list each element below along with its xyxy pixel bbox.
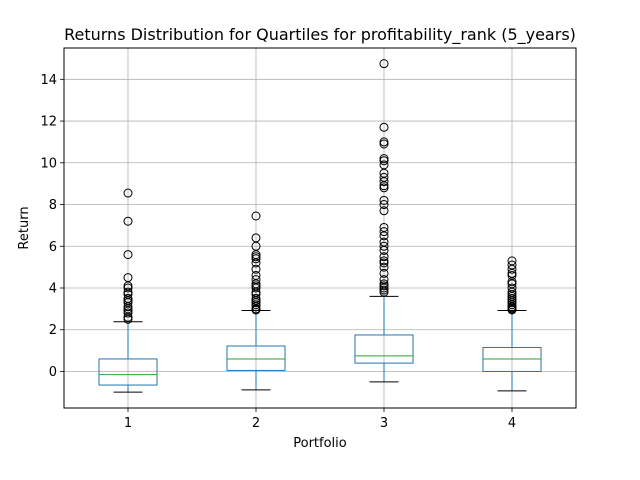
outlier-point (379, 156, 389, 166)
outlier-point (379, 268, 389, 278)
outlier-point (379, 160, 389, 170)
outlier-point (379, 137, 389, 147)
outlier-point (379, 172, 389, 182)
outlier-point (379, 237, 389, 247)
outlier-point (123, 283, 133, 293)
outlier-point (379, 59, 389, 69)
plot-area-frame (63, 47, 577, 409)
outlier-point (379, 139, 389, 149)
outlier-point (251, 252, 261, 262)
outlier-point (379, 154, 389, 164)
outlier-point (379, 200, 389, 210)
outlier-point (379, 275, 389, 285)
y-tick-label: 12 (40, 115, 57, 130)
box-group-3 (354, 59, 414, 383)
y-tick-label: 4 (49, 282, 57, 297)
outlier-point (123, 293, 133, 303)
y-tick-label: 2 (49, 323, 57, 338)
outlier-point (379, 222, 389, 232)
outlier-point (123, 287, 133, 297)
outlier-point (379, 195, 389, 205)
outlier-point (123, 308, 133, 318)
outlier-point (379, 241, 389, 251)
outlier-point (379, 183, 389, 193)
outlier-point (507, 289, 517, 299)
y-tick-label: 14 (40, 73, 57, 88)
outlier-point (507, 270, 517, 280)
outlier-point (379, 258, 389, 268)
x-tick-label: 3 (380, 416, 388, 431)
outlier-point (379, 206, 389, 216)
outlier-point (507, 293, 517, 303)
x-tick-label: 1 (124, 416, 132, 431)
outlier-point (379, 285, 389, 295)
outlier-point (123, 216, 133, 226)
outlier-point (507, 260, 517, 270)
outlier-point (251, 233, 261, 243)
x-axis-label: Portfolio (293, 436, 347, 451)
outlier-point (251, 281, 261, 291)
box-group-2 (226, 211, 286, 391)
outlier-point (251, 254, 261, 264)
y-tick-label: 0 (49, 365, 57, 380)
outlier-point (379, 262, 389, 272)
outlier-point (379, 252, 389, 262)
box-group-1 (98, 188, 158, 393)
y-tick-label: 6 (49, 240, 57, 255)
box-iqr (226, 345, 286, 371)
outlier-point (251, 293, 261, 303)
box-group-4 (482, 256, 542, 392)
x-tick-label: 2 (252, 416, 260, 431)
outlier-point (507, 283, 517, 293)
outlier-point (379, 227, 389, 237)
outlier-point (379, 256, 389, 266)
y-tick-label: 8 (49, 198, 57, 213)
outlier-point (251, 264, 261, 274)
outlier-point (123, 188, 133, 198)
box-iqr (354, 334, 414, 364)
outlier-point (507, 256, 517, 266)
y-tick-label: 10 (40, 156, 57, 171)
y-axis-label: Return (17, 206, 32, 249)
x-tick-label: 4 (508, 416, 516, 431)
outlier-point (379, 281, 389, 291)
outlier-point (379, 279, 389, 289)
outlier-point (251, 270, 261, 280)
outlier-point (123, 250, 133, 260)
box-iqr (482, 346, 542, 372)
outlier-point (251, 211, 261, 221)
outlier-point (251, 300, 261, 310)
outlier-point (251, 275, 261, 285)
outlier-point (379, 122, 389, 132)
chart-title: Returns Distribution for Quartiles for p… (64, 25, 576, 45)
outlier-point (123, 273, 133, 283)
box-iqr (98, 358, 158, 386)
box-layer (98, 59, 542, 393)
